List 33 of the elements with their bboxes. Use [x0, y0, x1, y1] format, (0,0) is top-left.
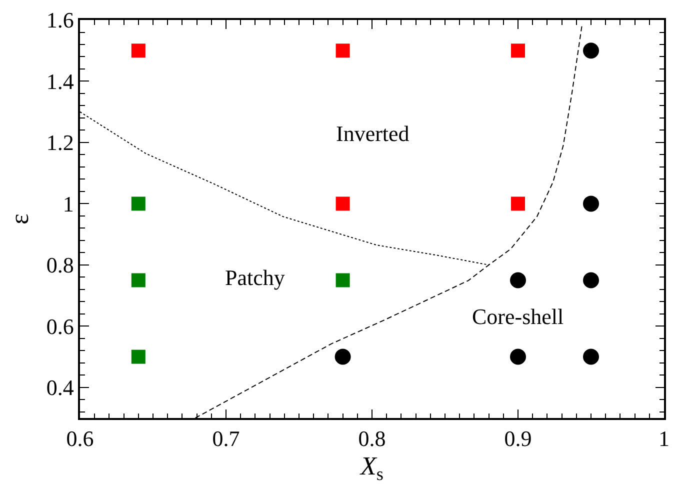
point — [583, 196, 599, 212]
point — [511, 44, 525, 58]
point — [131, 350, 146, 364]
point — [511, 196, 525, 211]
x-tick-label: 0.7 — [212, 426, 240, 452]
y-tick-label: 0.6 — [46, 314, 74, 339]
annotation: Patchy — [225, 265, 285, 290]
point — [510, 348, 526, 365]
y-axis-title: ε — [5, 213, 34, 224]
annotation: Core-shell — [472, 304, 564, 329]
y-tick-label: 1.4 — [46, 68, 74, 94]
y-tick-label: 1 — [62, 191, 74, 216]
x-tick-label: 0.9 — [504, 426, 532, 452]
point — [334, 348, 351, 365]
point — [131, 196, 146, 211]
x-tick-label: 1 — [658, 426, 670, 452]
point — [336, 273, 350, 288]
y-tick-label: 0.8 — [46, 252, 74, 278]
point — [336, 44, 350, 58]
point — [583, 272, 599, 288]
point — [510, 272, 526, 288]
y-tick-label: 1.6 — [46, 8, 74, 33]
x-axis-title: X$_{s}$ — [360, 451, 384, 484]
point — [131, 44, 146, 58]
y-tick-label: 1.2 — [46, 130, 74, 156]
point — [336, 196, 350, 211]
x-tick-label: 0.8 — [358, 426, 386, 452]
point — [583, 348, 599, 365]
annotation: Inverted — [336, 121, 410, 146]
point — [131, 273, 146, 288]
y-tick-label: 0.4 — [46, 375, 74, 400]
x-tick-label: 0.6 — [66, 426, 94, 452]
point — [583, 42, 599, 59]
